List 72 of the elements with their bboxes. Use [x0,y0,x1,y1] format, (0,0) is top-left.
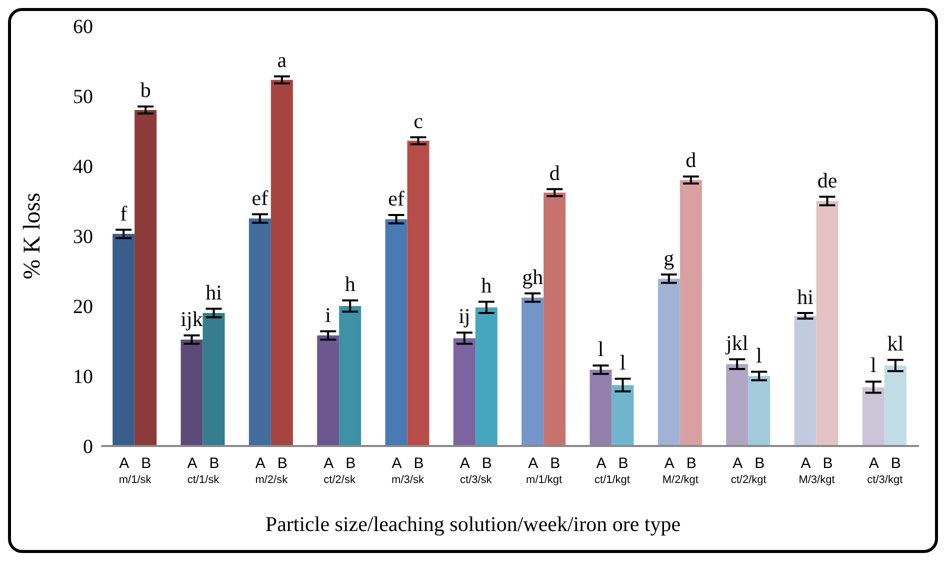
annotation: h [481,273,492,298]
bar [590,370,612,446]
bar [407,140,430,446]
x-tick-label: ct/2/sk [324,474,356,486]
annotation: l [620,350,626,374]
annotation: ijk [180,307,204,332]
annotation: g [664,246,675,270]
bar [748,376,770,446]
annotation: ef [388,186,404,211]
annotation: d [549,160,560,185]
bar [544,192,566,446]
annotation: kl [887,331,904,356]
series-label: A [119,455,130,472]
bar [522,298,544,446]
bar [453,338,476,446]
annotation: a [277,48,288,72]
bar [270,80,293,446]
bar [816,201,838,446]
x-tick-label: m/1/sk [118,474,152,486]
rounded-border: A B m/1/sk A B ct/1/sk A B m/2/sk A B ct/2/sk A B m/3/sk A B ct/3/sk A B m/1/kgt A B ct/1/kgt A B M/2/kgt A B ct/2/kgt A B M/3/kgt A B ct/3/kgt 0 10 20 30 40 50 60 % K loss f ijk ef i ef ij gh l g jkl hi l b hi a h c h d l d l de kl Particle size/leaching solution/week/iron ore type [8,8,938,553]
annotation: de [817,168,838,192]
bar [385,219,408,446]
y-tick-label: 30 [73,226,93,248]
y-tick-label: 60 [73,16,93,38]
y-tick-label: 10 [73,366,93,388]
annotation: f [120,201,128,226]
annotation: jkl [725,330,748,355]
annotation: l [870,353,876,378]
y-tick-label: 50 [73,86,93,108]
bar [339,306,362,446]
annotation: gh [522,265,544,290]
annotation: l [598,337,604,362]
x-tick-label: m/1/kgt [526,474,562,486]
y-tick-label: 0 [83,436,93,458]
x-axis-title: Particle size/leaching solution/week/iron ore type [264,512,682,537]
bar [680,180,702,446]
x-tick-label: m/3/sk [392,474,424,486]
annotation: ef [252,186,268,210]
series-label: B [141,455,152,472]
y-tick-label: 20 [73,296,93,318]
bar [317,335,340,446]
bar [180,340,203,446]
bar [202,313,225,446]
bar [248,218,271,446]
annotation: d [686,148,697,172]
x-tick-label: ct/1/kgt [594,474,630,486]
annotation: h [344,272,356,296]
y-axis-title: % K loss [20,192,46,280]
annotation: hi [206,280,222,304]
x-tick-label: ct/3/sk [460,474,492,486]
annotation: b [140,78,151,102]
annotation: ij [458,304,470,328]
x-tick-label: ct/2/kgt [730,474,766,486]
y-tick-label: 40 [73,156,93,178]
x-tick-label: ct/1/sk [187,474,220,486]
bar [862,387,884,446]
bar [884,366,906,446]
x-tick-label: ct/3/kgt [867,474,903,486]
annotation: c [414,109,423,134]
annotation: i [325,302,332,327]
x-tick-label: M/2/kgt [662,474,698,486]
bar [612,385,634,446]
bar [475,307,498,446]
x-tick-label: M/3/kgt [798,474,835,486]
bar [794,316,816,446]
annotation: hi [797,284,814,309]
bar [112,234,135,446]
bar [726,364,748,446]
x-tick-label: m/2/sk [255,474,288,486]
annotation: l [756,343,762,368]
bar [658,278,680,446]
bar [134,110,157,446]
